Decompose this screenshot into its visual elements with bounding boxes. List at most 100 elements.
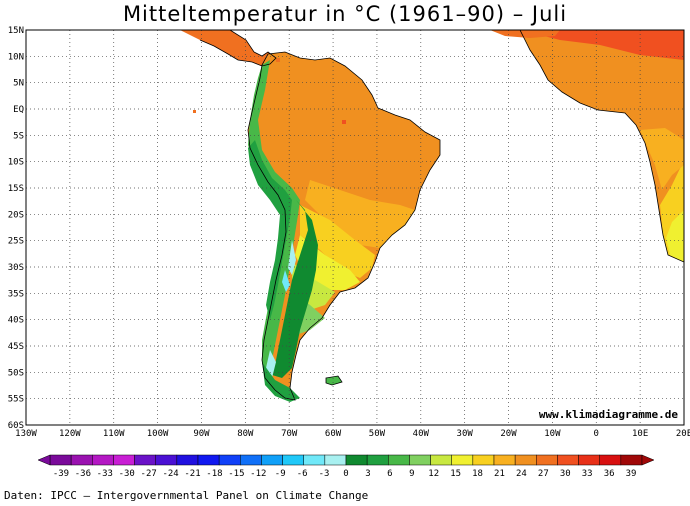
lat-tick-label: 30S <box>8 263 24 273</box>
lat-tick-label: 5N <box>13 79 24 89</box>
legend-swatch <box>176 454 199 466</box>
legend-min-arrow <box>37 454 51 466</box>
lon-tick-label: 100W <box>147 429 169 439</box>
color-legend: -39 -36 -33 -30 -27 -24 -21 -18 -15 -12 -9 -6 -3 0 3 6 9… <box>37 454 655 479</box>
legend-label: 39 <box>626 469 637 479</box>
lon-tick-label: 10E <box>632 429 648 439</box>
latitude-labels: 15N 10N 5N EQ 5S 10S 15S 20S 25S 30S 35S 40S 45S 50S 5… <box>8 26 24 431</box>
legend-swatch <box>240 454 262 466</box>
legend-swatch <box>70 454 93 466</box>
lon-tick-label: 130W <box>15 429 37 439</box>
legend-label: -18 <box>206 469 222 479</box>
longitude-labels: 130W 120W 110W 100W 90W 80W 70W 60W 50W 40W 30W 20W… <box>15 429 690 439</box>
website-credit: www.klimadiagramme.de <box>539 408 678 421</box>
africa-landmass <box>520 30 684 262</box>
lat-tick-label: 25S <box>8 237 24 247</box>
lon-tick-label: 30W <box>457 429 474 439</box>
legend-swatch <box>261 454 283 466</box>
legend-label: -33 <box>97 469 113 479</box>
legend-label: 21 <box>494 469 505 479</box>
legend-swatch <box>324 454 347 466</box>
map-title: Mitteltemperatur in °C (1961–90) – Juli <box>122 2 568 26</box>
lat-tick-label: 55S <box>8 395 24 405</box>
legend-swatch <box>409 454 431 466</box>
legend-swatch <box>620 454 643 466</box>
legend-swatch <box>366 454 389 466</box>
legend-label: 24 <box>516 469 527 479</box>
legend-swatch <box>493 454 516 466</box>
legend-swatch <box>345 454 368 466</box>
legend-swatch <box>578 454 600 466</box>
legend-label: -12 <box>250 469 266 479</box>
lon-tick-label: 110W <box>103 429 125 439</box>
legend-swatch <box>557 454 579 466</box>
legend-swatch <box>388 454 410 466</box>
legend-swatch <box>218 454 241 466</box>
lat-tick-label: 20S <box>8 210 24 220</box>
lat-tick-label: EQ <box>13 105 24 115</box>
lat-tick-label: 15S <box>8 184 24 194</box>
legend-label: 33 <box>582 469 593 479</box>
legend-label: -39 <box>53 469 69 479</box>
legend-label: -6 <box>297 469 308 479</box>
legend-swatch <box>155 454 178 466</box>
map-frame <box>25 29 685 426</box>
lon-tick-label: 60W <box>325 429 342 439</box>
legend-label: -9 <box>275 469 286 479</box>
legend-swatch <box>197 454 220 466</box>
lon-tick-label: 20W <box>500 429 517 439</box>
lon-tick-label: 50W <box>369 429 386 439</box>
legend-max-arrow <box>641 454 655 466</box>
legend-swatch <box>134 454 156 466</box>
legend-label: 6 <box>387 469 392 479</box>
lon-tick-label: 20E <box>676 429 690 439</box>
legend-swatch <box>599 454 622 466</box>
legend-label: -36 <box>75 469 91 479</box>
data-source: Daten: IPCC – Intergovernmental Panel on… <box>4 489 369 502</box>
legend-label: -30 <box>119 469 135 479</box>
map-area <box>26 30 684 425</box>
lon-tick-label: 80W <box>237 429 254 439</box>
legend-swatch <box>282 454 304 466</box>
lon-tick-label: 40W <box>413 429 430 439</box>
legend-label: -15 <box>228 469 244 479</box>
legend-swatch <box>536 454 558 466</box>
lat-tick-label: 50S <box>8 368 24 378</box>
lat-tick-label: 45S <box>8 342 24 352</box>
legend-label: -3 <box>319 469 330 479</box>
legend-swatch <box>514 454 537 466</box>
lon-tick-label: 0 <box>594 429 599 439</box>
south-america <box>248 52 440 402</box>
graticule <box>26 30 684 425</box>
legend-label: -24 <box>162 469 178 479</box>
legend-swatch <box>49 454 72 466</box>
legend-swatch <box>451 454 474 466</box>
lat-tick-label: 40S <box>8 316 24 326</box>
lon-tick-label: 10W <box>544 429 561 439</box>
legend-swatch <box>472 454 495 466</box>
legend-label: 12 <box>428 469 439 479</box>
lon-tick-label: 120W <box>59 429 81 439</box>
lon-tick-label: 90W <box>193 429 210 439</box>
legend-label: 3 <box>365 469 370 479</box>
legend-swatch <box>113 454 135 466</box>
legend-label: -27 <box>141 469 157 479</box>
legend-label: 0 <box>343 469 348 479</box>
legend-label: 36 <box>604 469 615 479</box>
legend-label: 9 <box>409 469 414 479</box>
legend-label: 18 <box>472 469 483 479</box>
legend-swatch <box>303 454 326 466</box>
lat-tick-label: 15N <box>8 26 24 36</box>
legend-swatch <box>430 454 452 466</box>
lat-tick-label: 5S <box>13 131 24 141</box>
legend-label: -21 <box>184 469 200 479</box>
lat-tick-label: 10S <box>8 158 24 168</box>
legend-label: 15 <box>450 469 461 479</box>
legend-label: 27 <box>538 469 549 479</box>
lat-tick-label: 60S <box>8 421 24 431</box>
central-america <box>180 30 560 113</box>
legend-swatch <box>92 454 114 466</box>
lat-tick-label: 35S <box>8 289 24 299</box>
legend-label: 30 <box>560 469 571 479</box>
